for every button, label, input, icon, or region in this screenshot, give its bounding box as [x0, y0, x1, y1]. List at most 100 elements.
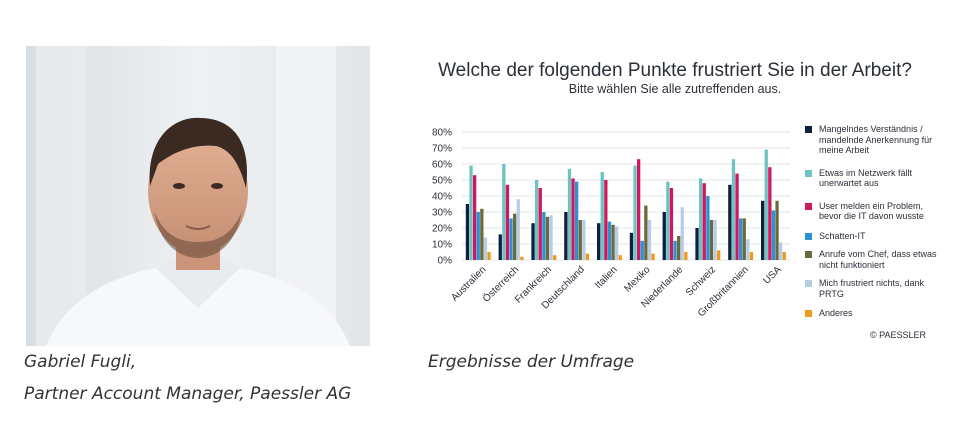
portrait-photo [26, 46, 370, 346]
chart-legend: Mangelndes Verständnis / mandelnde Anerk… [805, 124, 945, 319]
chart-subtitle: Bitte wählen Sie alle zutreffenden aus. [568, 82, 782, 96]
bar [520, 256, 524, 260]
bar [553, 255, 557, 260]
bar [585, 253, 590, 260]
legend-label: Anderes [819, 308, 853, 318]
bar [640, 240, 644, 260]
y-tick-label: 10% [432, 240, 452, 251]
bar [469, 165, 473, 260]
legend-item: Mangelndes Verständnis / mandelnde Anerk… [805, 124, 945, 156]
legend-label: User melden ein Problem, bevor die IT da… [819, 200, 924, 222]
bar [731, 159, 736, 260]
bar [487, 252, 491, 260]
bar [647, 220, 652, 260]
bar [505, 184, 510, 260]
bar-chart: 0%10%20%30%40%50%60%70%80%AustralienÖste… [432, 128, 790, 319]
bar [771, 210, 776, 260]
y-tick-label: 30% [432, 208, 452, 219]
bar [545, 216, 550, 260]
bar [629, 232, 634, 260]
bar [575, 181, 579, 260]
person-name: Gabriel Fugli, [24, 352, 137, 372]
bar [535, 180, 539, 260]
legend-swatch [805, 251, 812, 258]
legend-item: Etwas im Netzwerk fällt unerwartet aus [805, 168, 945, 189]
bar [509, 218, 513, 260]
bar [706, 196, 710, 260]
bar [567, 168, 572, 260]
bar [680, 207, 684, 260]
legend-item: Anrufe vom Chef, dass etwas nicht funkti… [805, 249, 945, 270]
bar [578, 220, 582, 260]
person-role: Partner Account Manager, Paessler AG [24, 384, 352, 404]
legend-swatch [805, 202, 812, 210]
y-tick-label: 20% [432, 224, 452, 235]
bar [604, 180, 608, 260]
bar [735, 173, 739, 260]
bar [702, 183, 706, 260]
legend-label: Schatten-IT [819, 230, 866, 241]
bar [502, 164, 506, 260]
bar [779, 242, 783, 260]
bar [717, 250, 721, 260]
bar [782, 252, 786, 260]
bar [749, 252, 754, 260]
bar [651, 253, 655, 260]
bar [582, 220, 586, 260]
bar [637, 159, 641, 260]
bar [571, 178, 575, 260]
bar [611, 224, 615, 260]
bar [677, 236, 681, 260]
bar [699, 178, 703, 260]
bar [465, 204, 470, 260]
chart-title: Welche der folgenden Punkte frustriert S… [438, 60, 912, 81]
y-tick-label: 60% [432, 160, 452, 171]
legend-item: Schatten-IT [805, 231, 945, 242]
bar [597, 223, 601, 260]
bar [673, 240, 677, 260]
bar [542, 212, 546, 260]
y-tick-label: 0% [438, 256, 453, 267]
bar [513, 213, 517, 260]
legend-label: Anrufe vom Chef, dass etwas nicht funkti… [819, 249, 937, 270]
legend-swatch [805, 126, 812, 133]
bar [684, 252, 688, 260]
bar [516, 199, 520, 260]
bar [764, 149, 768, 260]
bar [695, 228, 699, 260]
legend-item: User melden ein Problem, bevor die IT da… [805, 201, 945, 222]
y-tick-label: 70% [432, 144, 452, 155]
bar [483, 237, 488, 260]
x-tick-label: Mexiko [622, 264, 652, 294]
y-tick-label: 50% [432, 176, 452, 187]
chart-caption: Ergebnisse der Umfrage [428, 352, 635, 372]
bar [476, 212, 480, 260]
bar [644, 205, 648, 260]
y-tick-label: 80% [432, 128, 452, 139]
bar [564, 212, 568, 260]
bar [600, 172, 604, 260]
copyright-label: © PAESSLER [870, 330, 926, 340]
bar [633, 165, 637, 260]
bar [498, 234, 502, 260]
bar [669, 188, 674, 260]
bar [607, 221, 612, 260]
legend-label: Etwas im Netzwerk fällt unerwartet aus [819, 167, 913, 189]
bar [709, 220, 714, 260]
bar [549, 215, 553, 260]
legend-swatch [805, 310, 812, 317]
legend-label: Mangelndes Verständnis / mandelnde Anerk… [819, 124, 933, 155]
legend-swatch [805, 280, 812, 287]
bar [728, 184, 732, 260]
bar [538, 188, 542, 260]
x-tick-label: Italien [593, 264, 620, 291]
legend-swatch [805, 232, 812, 240]
x-tick-label: USA [761, 264, 784, 287]
bar [618, 255, 622, 260]
legend-swatch [805, 169, 812, 177]
y-tick-label: 40% [432, 192, 452, 203]
legend-item: Mich frustriert nichts, dank PRTG [805, 278, 945, 299]
bar [761, 200, 765, 260]
legend-label: Mich frustriert nichts, dank PRTG [819, 278, 925, 299]
bar [473, 175, 477, 260]
